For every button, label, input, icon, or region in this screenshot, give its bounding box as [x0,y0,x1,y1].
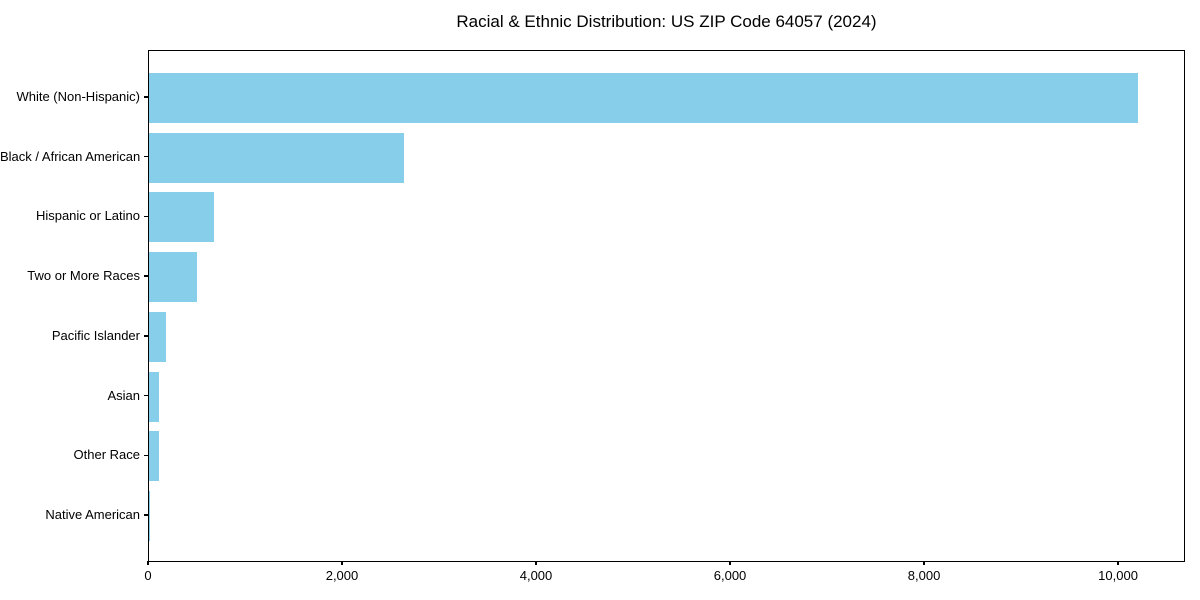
bar-hispanic-or-latino [149,192,214,243]
y-axis-label: Black / African American [0,148,141,164]
y-tick-mark [144,96,148,98]
y-tick-mark [144,155,148,158]
bar-black-african-american [149,132,405,183]
y-axis-label: Asian [107,387,140,403]
x-tick-mark [147,561,149,565]
x-tick-label: 0 [144,568,152,583]
x-tick-mark [341,561,343,565]
x-tick-label: 8,000 [907,568,941,583]
x-tick-mark [535,561,537,565]
y-axis-label: Hispanic or Latino [35,208,140,224]
chart-title: Racial & Ethnic Distribution: US ZIP Cod… [456,12,877,31]
y-tick-mark [144,394,148,397]
bar-pacific-islander [149,311,167,362]
bar-native-american [149,490,150,541]
x-tick-mark [923,561,925,565]
y-tick-mark [144,275,148,277]
y-tick-mark [144,335,148,337]
x-tick-mark [1117,561,1119,565]
plot-area [148,50,1185,562]
bar-white-non-hispanic [149,73,1139,123]
y-axis-label: White (Non-Hispanic) [16,89,140,104]
x-tick-label: 6,000 [713,568,747,583]
x-tick-label: 10,000 [1098,568,1138,583]
x-tick-label: 2,000 [325,568,359,583]
x-tick-label: 4,000 [519,568,553,583]
y-axis-label: Native American [45,506,140,522]
bar-asian [149,371,160,422]
bar-other-race [149,431,159,482]
y-axis-label: Two or More Races [27,268,140,284]
y-tick-mark [144,454,148,456]
y-tick-mark [144,215,148,218]
y-axis-label: Other Race [73,447,140,463]
x-tick-mark [729,561,731,565]
y-axis-label: Pacific Islander [51,327,140,343]
bar-two-or-more-races [149,252,197,303]
y-tick-mark [144,514,148,516]
